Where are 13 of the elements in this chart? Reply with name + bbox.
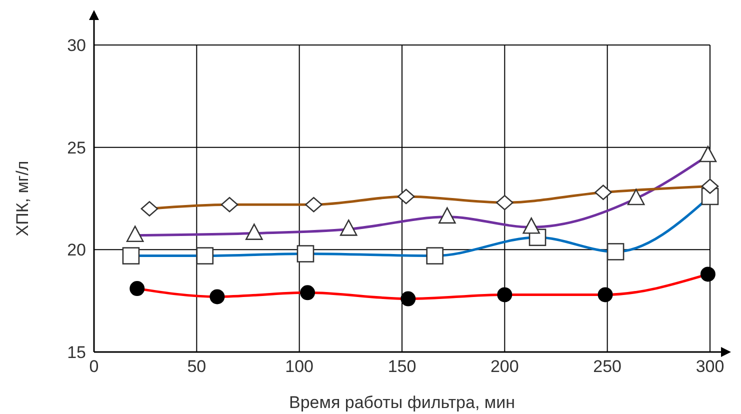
x-tick-label: 50 [187, 357, 206, 376]
x-tick-label: 0 [89, 357, 99, 376]
y-axis-title: ХПК, мг/л [13, 160, 32, 236]
x-axis-title: Время работы фильтра, мин [289, 393, 515, 412]
x-tick-label: 200 [490, 357, 519, 376]
x-tick-label: 300 [696, 357, 724, 376]
y-tick-label: 25 [67, 138, 86, 158]
y-tick-label: 15 [67, 343, 86, 362]
x-tick-label: 150 [388, 357, 416, 376]
y-tick-label: 20 [67, 240, 86, 260]
y-tick-label: 30 [67, 36, 86, 56]
x-tick-label: 250 [593, 357, 622, 376]
x-tick-label: 100 [285, 357, 314, 376]
